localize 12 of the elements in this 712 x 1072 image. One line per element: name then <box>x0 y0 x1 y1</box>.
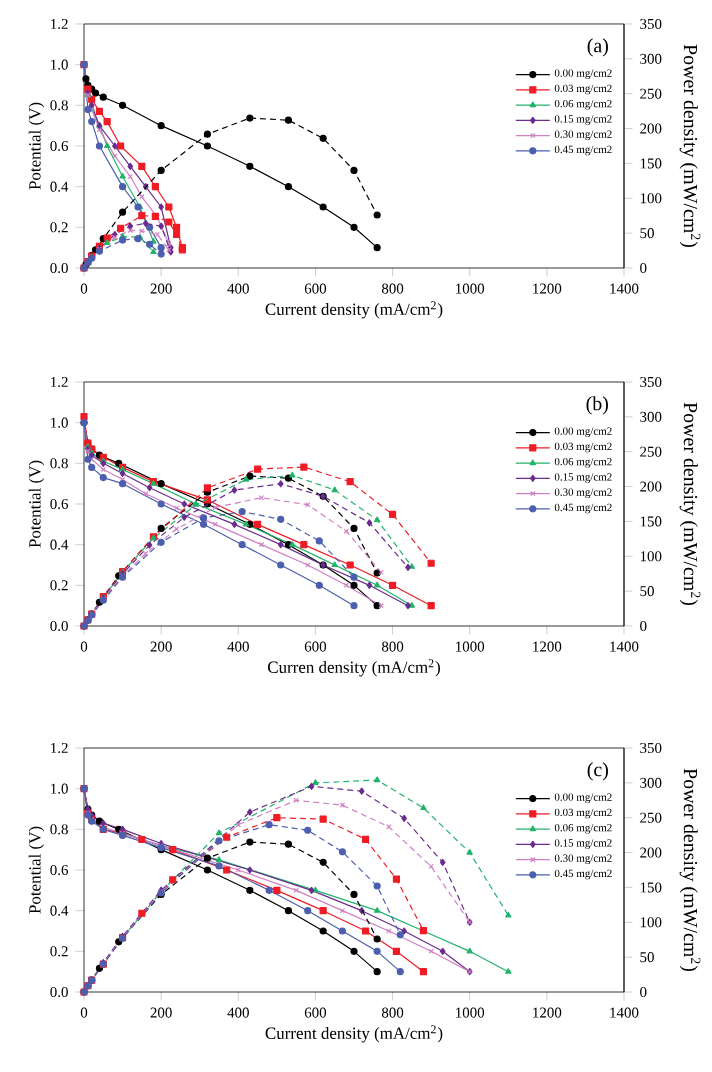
y2-axis-title: Power density (mW/cm$^{2}$) <box>679 402 701 606</box>
annotation: (a) <box>587 38 608 57</box>
y-axis-title: Potential (V) <box>28 460 45 548</box>
x-axis-title: Current density (mA/cm$^{2}$) <box>265 1025 443 1043</box>
annotation: (c) <box>587 762 608 781</box>
x-axis-title: Current density (mA/cm$^{2}$) <box>265 301 443 319</box>
y2-axis-title: Power density (mW/cm$^{2}$) <box>679 44 701 248</box>
y-axis-title: Potential (V) <box>28 826 45 914</box>
y2-axis-title: Power density (mW/cm$^{2}$) <box>679 768 701 972</box>
y-axis-title: Potential (V) <box>28 102 45 190</box>
annotation: (b) <box>586 396 608 415</box>
x-axis-title: Curren density (mA/cm$^{2}$) <box>267 659 440 677</box>
